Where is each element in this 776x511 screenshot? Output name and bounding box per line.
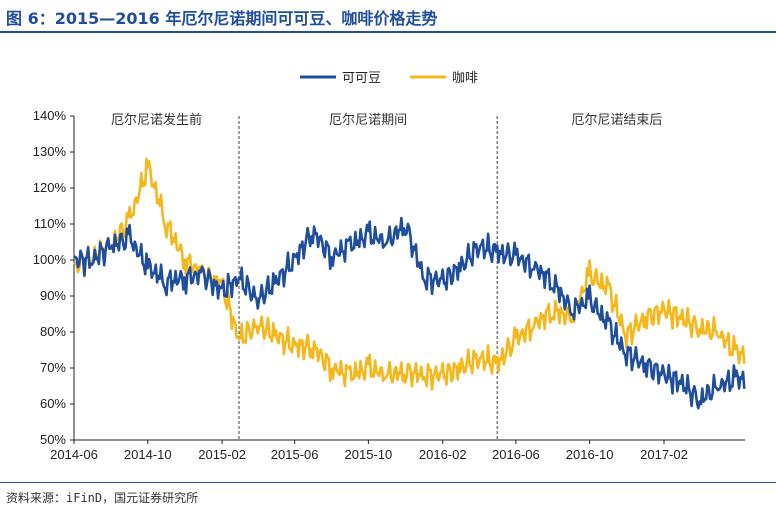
legend-label: 咖啡	[452, 71, 478, 86]
line-chart: 50% 60% 70% 80% 90% 100% 110% 120% 130% 140% 2014-…	[33, 71, 746, 462]
y-tick-label: 110%	[34, 216, 67, 231]
y-tick-label: 70%	[40, 360, 66, 375]
x-tick-label: 2015-06	[271, 447, 319, 462]
x-tick-label: 2015-10	[345, 447, 393, 462]
x-tick-label: 2017-02	[640, 447, 688, 462]
y-tick-label: 140%	[33, 108, 67, 123]
title-rule	[0, 31, 776, 33]
source-note: 资料来源：iFinD，国元证券研究所	[6, 491, 199, 505]
x-tick-label: 2016-10	[566, 447, 614, 462]
y-tick-label: 130%	[33, 144, 67, 159]
figure-title: 图 6：2015—2016 年厄尔尼诺期间可可豆、咖啡价格走势	[6, 9, 438, 28]
series-line	[73, 216, 746, 410]
y-tick-label: 50%	[40, 432, 66, 447]
x-tick-label: 2016-06	[492, 447, 540, 462]
period-label: 厄尔尼诺期间	[329, 113, 407, 128]
y-tick-label: 90%	[40, 288, 66, 303]
x-tick-label: 2015-02	[198, 447, 246, 462]
y-tick-label: 100%	[33, 252, 67, 267]
y-tick-label: 120%	[33, 180, 67, 195]
period-label: 厄尔尼诺结束后	[571, 113, 662, 128]
y-tick-label: 60%	[40, 396, 66, 411]
axes: 50% 60% 70% 80% 90% 100% 110% 120% 130% 140% 2014-…	[33, 108, 745, 462]
period-label: 厄尔尼诺发生前	[111, 112, 202, 128]
series-lines	[73, 157, 746, 410]
x-tick-label: 2016-02	[419, 447, 467, 462]
x-tick-label: 2014-06	[50, 447, 98, 462]
y-tick-label: 80%	[40, 324, 66, 339]
footer-rule	[0, 482, 776, 483]
legend: 可可豆 咖啡	[300, 71, 478, 86]
legend-label: 可可豆	[342, 71, 381, 86]
x-tick-label: 2014-10	[124, 447, 172, 462]
